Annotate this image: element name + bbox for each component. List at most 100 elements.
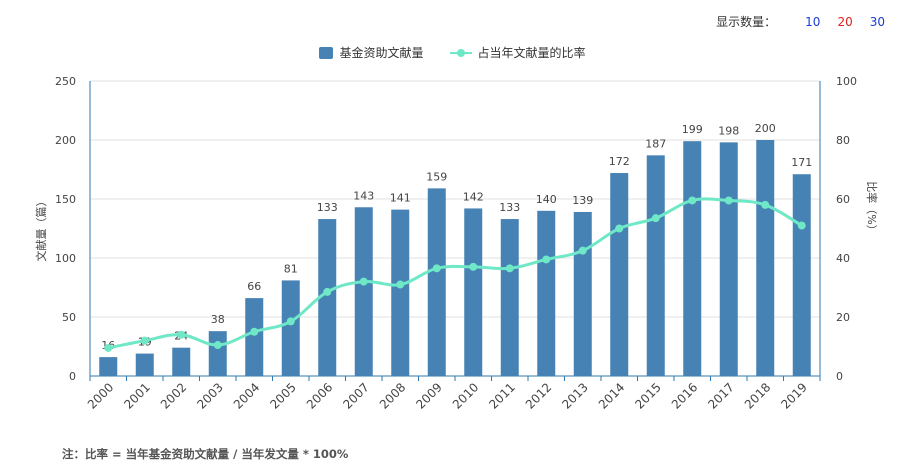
bar-data-label: 133 <box>499 201 520 214</box>
bar-data-label: 141 <box>390 192 411 205</box>
bar <box>610 173 629 376</box>
ratio-point <box>724 196 733 205</box>
x-tick-label: 2016 <box>669 380 700 411</box>
bar-data-label: 133 <box>317 201 338 214</box>
bar-data-label: 143 <box>353 189 374 202</box>
legend-bar-swatch <box>319 46 334 59</box>
x-tick-label: 2018 <box>742 380 773 411</box>
bar <box>172 347 191 376</box>
y-left-tick-label: 200 <box>55 134 76 147</box>
y-right-tick-label: 80 <box>836 134 850 147</box>
ratio-point <box>505 264 514 273</box>
bar <box>646 155 665 376</box>
ratio-point <box>213 341 222 350</box>
chart-legend: 基金资助文献量 占当年文献量的比率 <box>0 44 905 61</box>
legend-bar-label: 基金资助文献量 <box>339 46 424 60</box>
x-tick-label: 2002 <box>158 380 189 411</box>
bar <box>464 208 483 376</box>
ratio-point <box>542 255 551 264</box>
bar <box>99 357 118 376</box>
y-right-tick-label: 60 <box>836 193 850 206</box>
y-left-tick-label: 100 <box>55 252 76 265</box>
x-tick-label: 2003 <box>194 380 225 411</box>
x-tick-label: 2011 <box>486 380 517 411</box>
bar-data-label: 187 <box>645 137 666 150</box>
combo-chart: 0 50 100 150 200 250 0 20 40 60 80 100 文献量（篇） 比率（%） 20… <box>34 75 879 412</box>
bar-data-label: 171 <box>791 156 812 169</box>
ratio-point <box>469 262 478 271</box>
y-right-tick-label: 0 <box>836 370 843 383</box>
x-tick-label: 2010 <box>450 380 481 411</box>
x-tick-label: 2015 <box>632 380 663 411</box>
x-tick-label: 2017 <box>705 380 736 411</box>
y-left-tick-label: 50 <box>62 311 76 324</box>
ratio-point <box>615 224 624 233</box>
x-tick-label: 2013 <box>559 380 590 411</box>
ratio-point <box>140 336 149 345</box>
x-tick-label: 2014 <box>596 380 627 411</box>
x-tick-label: 2009 <box>413 380 444 411</box>
x-tick-label: 2004 <box>231 380 262 411</box>
bar <box>427 188 446 376</box>
legend-item-line-series[interactable]: 占当年文献量的比率 <box>449 44 586 61</box>
display-count-control: 显示数量： 10 20 30 <box>716 13 885 30</box>
ratio-point <box>359 277 368 286</box>
bar-data-label: 140 <box>536 193 557 206</box>
legend-item-bar-series[interactable]: 基金资助文献量 <box>319 44 424 61</box>
bar-data-label: 38 <box>211 313 225 326</box>
bar <box>537 210 556 376</box>
display-count-option-30[interactable]: 30 <box>869 14 885 29</box>
ratio-point <box>250 327 259 336</box>
ratio-point <box>688 196 697 205</box>
x-tick-label: 2005 <box>267 380 298 411</box>
y-right-tick-label: 20 <box>836 311 850 324</box>
bar-data-label: 159 <box>426 170 447 183</box>
ratio-point <box>286 317 295 326</box>
bar <box>208 331 227 376</box>
y-left-tick-label: 0 <box>69 370 76 383</box>
bar <box>245 298 264 376</box>
ratio-point <box>578 246 587 255</box>
bar-data-label: 139 <box>572 194 593 207</box>
y-left-axis-title: 文献量（篇） <box>34 196 48 262</box>
x-tick-label: 2019 <box>778 380 809 411</box>
bar-data-label: 142 <box>463 190 484 203</box>
y-right-tick-label: 100 <box>836 75 857 88</box>
legend-line-swatch <box>449 47 472 59</box>
bar-data-label: 66 <box>247 280 261 293</box>
bar <box>135 353 154 376</box>
display-count-option-20[interactable]: 20 <box>837 14 853 29</box>
bar <box>719 142 738 376</box>
bar-data-label: 198 <box>718 124 739 137</box>
ratio-point <box>396 280 405 289</box>
x-tick-label: 2008 <box>377 380 408 411</box>
bar <box>354 207 373 376</box>
ratio-point <box>177 330 186 339</box>
x-tick-label: 2001 <box>121 380 152 411</box>
bar <box>318 219 337 376</box>
x-tick-label: 2007 <box>340 380 371 411</box>
ratio-point <box>797 221 806 230</box>
bar <box>792 174 811 376</box>
y-right-tick-label: 40 <box>836 252 850 265</box>
display-count-option-10[interactable]: 10 <box>805 14 821 29</box>
bar-data-label: 81 <box>284 262 298 275</box>
ratio-point <box>761 200 770 209</box>
legend-line-label: 占当年文献量的比率 <box>477 46 586 60</box>
bar <box>573 211 592 376</box>
bar <box>756 140 775 376</box>
bar <box>391 209 410 376</box>
bar-data-label: 199 <box>682 123 703 136</box>
bar-data-label: 172 <box>609 155 630 168</box>
ratio-point <box>104 343 113 352</box>
ratio-point <box>432 264 441 273</box>
x-tick-label: 2012 <box>523 380 554 411</box>
bar <box>500 219 519 376</box>
bar <box>683 141 702 376</box>
y-left-tick-label: 150 <box>55 193 76 206</box>
bar <box>281 280 300 376</box>
x-tick-label: 2006 <box>304 380 335 411</box>
y-left-tick-label: 250 <box>55 75 76 88</box>
ratio-point <box>323 287 332 296</box>
ratio-point <box>651 214 660 223</box>
